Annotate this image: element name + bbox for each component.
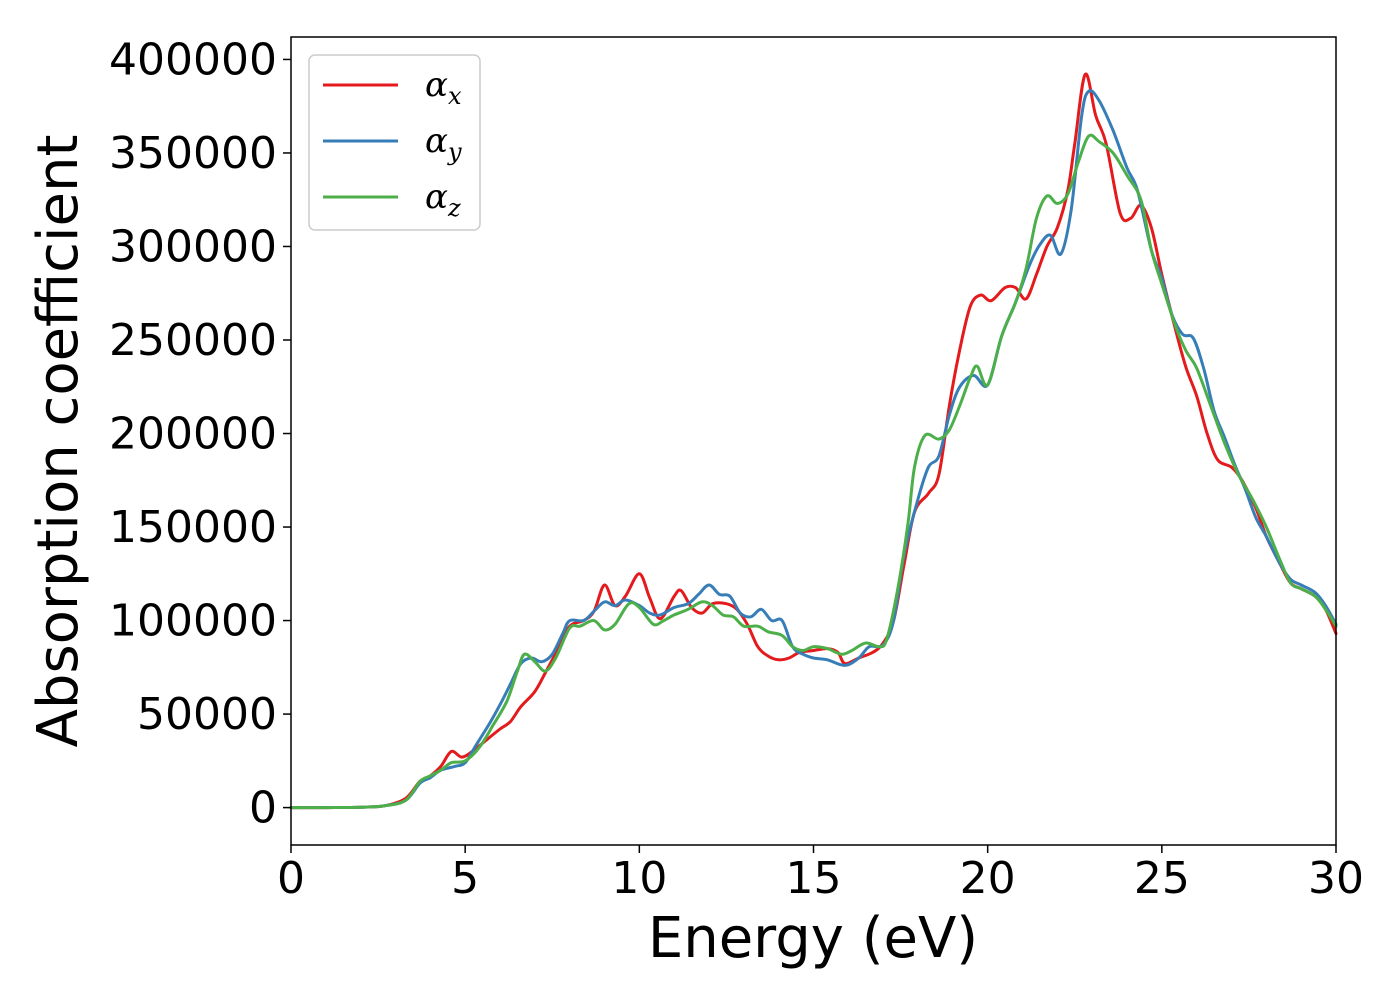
y-axis-title: Absorption coefficient [26, 135, 91, 748]
x-tick-label: 15 [786, 853, 842, 904]
y-tick-label: 300000 [109, 221, 277, 272]
y-tick-label: 150000 [109, 502, 277, 553]
y-axis: 0 50000 100000 150000 200000 250000 300000 3500… [109, 34, 291, 834]
legend: αx αy αz [308, 54, 481, 231]
x-axis: 0 5 10 15 20 25 30 [277, 845, 1364, 904]
legend-label-alpha-y: αy [425, 121, 462, 166]
y-tick-label: 400000 [109, 34, 277, 85]
x-tick-label: 5 [451, 853, 479, 904]
y-tick-label: 100000 [109, 596, 277, 647]
x-tick-label: 25 [1134, 853, 1190, 904]
legend-label-alpha-x: αx [425, 65, 462, 110]
legend-label-alpha-z: αz [425, 177, 461, 222]
y-tick-label: 0 [249, 783, 277, 834]
x-tick-label: 20 [960, 853, 1016, 904]
x-tick-label: 30 [1308, 853, 1364, 904]
x-tick-label: 0 [277, 853, 305, 904]
x-axis-title: Energy (eV) [648, 906, 978, 971]
y-tick-label: 350000 [109, 128, 277, 179]
y-tick-label: 50000 [137, 689, 277, 740]
series-line-alpha-y [289, 89, 1338, 810]
plot-lines [289, 72, 1338, 810]
x-tick-label: 10 [611, 853, 667, 904]
series-line-alpha-z [289, 133, 1338, 810]
y-tick-label: 200000 [109, 409, 277, 460]
y-tick-label: 250000 [109, 315, 277, 366]
